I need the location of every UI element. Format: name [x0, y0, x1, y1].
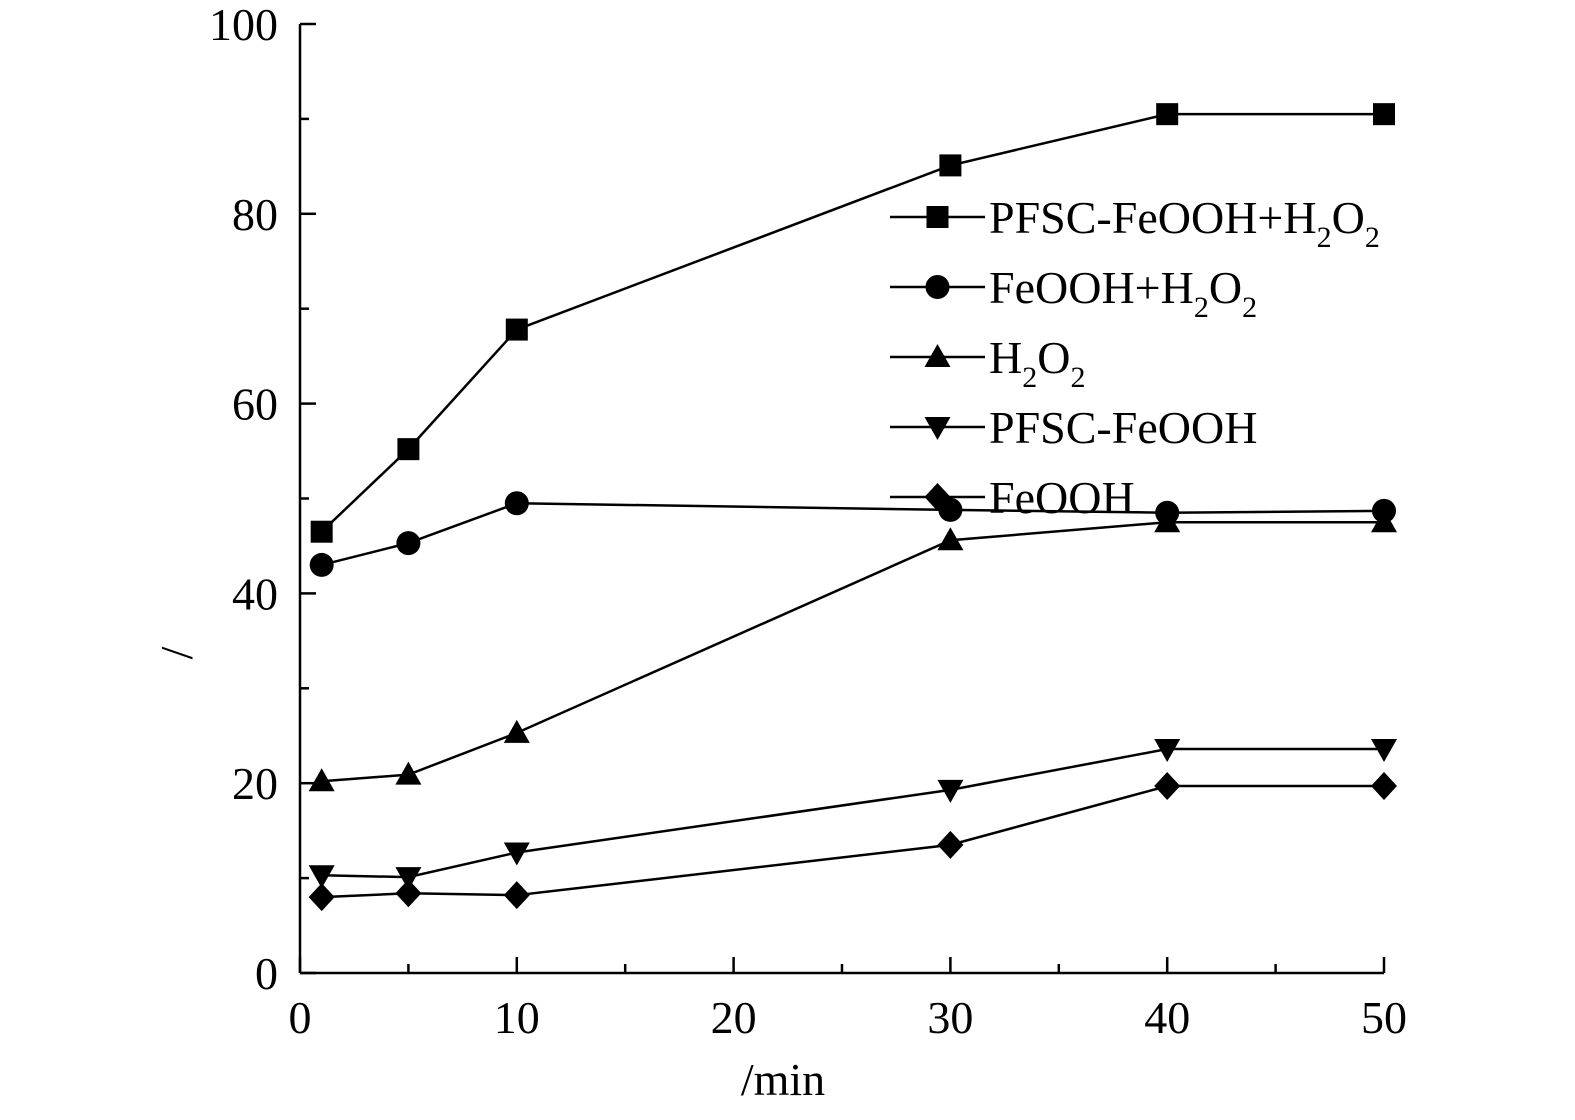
legend-marker — [924, 483, 951, 511]
legend-label: PFSC-FeOOH+H2O2 — [989, 192, 1380, 254]
data-point — [308, 768, 335, 792]
data-point — [1156, 103, 1179, 126]
x-tick-label: 30 — [927, 992, 973, 1043]
series-triangle-down — [308, 739, 1397, 891]
data-point — [1371, 739, 1397, 763]
data-point — [308, 865, 335, 889]
series-line — [321, 520, 1384, 783]
legend-item: H2O2 — [890, 332, 1085, 394]
y-tick-label: 40 — [232, 568, 278, 619]
data-point — [396, 531, 421, 556]
legend-label: H2O2 — [989, 332, 1085, 394]
data-point — [309, 552, 334, 577]
data-point — [504, 491, 529, 516]
data-point — [938, 497, 963, 522]
x-tick-label: 20 — [711, 992, 757, 1043]
data-point — [395, 879, 422, 908]
legend-marker — [926, 206, 949, 228]
y-tick-label: 20 — [232, 758, 278, 809]
series-triangle-up — [308, 509, 1397, 792]
x-axis-label: /min — [741, 1054, 825, 1105]
legend-item: FeOOH+H2O2 — [890, 262, 1257, 324]
series-line — [321, 784, 1384, 899]
series-diamond — [308, 772, 1397, 912]
y-tick-label: 80 — [232, 189, 278, 240]
legend-item: PFSC-FeOOH+H2O2 — [890, 192, 1380, 254]
legend-marker — [925, 275, 950, 299]
series-circle — [309, 491, 1396, 577]
x-tick-label: 0 — [289, 992, 312, 1043]
data-point — [395, 761, 422, 785]
data-point — [1154, 739, 1181, 763]
data-point — [1154, 509, 1181, 533]
data-point — [397, 438, 420, 461]
y-axis-label: / — [151, 646, 202, 659]
axes: 0 20 40 60 80 100 0 10 20 30 40 50 — [209, 0, 1407, 1043]
legend-marker — [924, 344, 951, 367]
data-point — [1371, 772, 1397, 801]
data-point — [1373, 103, 1395, 126]
y-tick-label: 0 — [255, 948, 278, 999]
legend-item: PFSC-FeOOH — [890, 402, 1257, 453]
series-layer — [308, 103, 1397, 912]
legend: PFSC-FeOOH+H2O2 FeOOH+H2O2 H2O2 PFSC-FeOOH F… — [890, 192, 1380, 523]
data-point — [308, 883, 335, 912]
series-line — [320, 112, 1384, 533]
series-line — [321, 747, 1384, 879]
data-point — [310, 520, 333, 543]
legend-marker — [924, 417, 951, 440]
data-point — [937, 527, 964, 551]
series-line — [321, 501, 1385, 567]
legend-item: FeOOH — [890, 472, 1135, 523]
y-tick-label: 60 — [232, 379, 278, 430]
series-square — [310, 103, 1395, 543]
data-point — [505, 318, 528, 341]
data-point — [1371, 509, 1397, 533]
data-point — [503, 842, 530, 866]
data-point — [937, 830, 964, 859]
x-tick-label: 50 — [1361, 992, 1407, 1043]
data-point — [937, 779, 964, 803]
data-point — [503, 719, 530, 743]
legend-label: FeOOH — [989, 472, 1135, 523]
legend-label: PFSC-FeOOH — [989, 402, 1257, 453]
x-tick-label: 10 — [494, 992, 540, 1043]
data-point — [1154, 772, 1181, 801]
y-tick-label: 100 — [209, 0, 278, 50]
legend-label: FeOOH+H2O2 — [989, 262, 1257, 324]
data-point — [503, 881, 530, 910]
x-tick-label: 40 — [1144, 992, 1190, 1043]
data-point — [939, 154, 962, 177]
data-point — [395, 867, 422, 891]
